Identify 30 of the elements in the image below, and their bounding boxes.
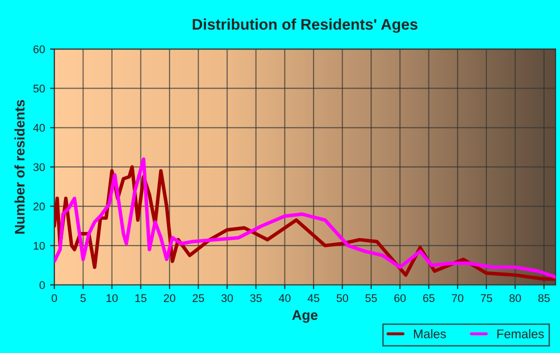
y-tick-label: 60 (34, 45, 45, 54)
x-tick-label: 40 (278, 294, 290, 302)
chart-title: Distribution of Residents' Ages (192, 18, 418, 33)
x-tick-label: 85 (538, 294, 550, 302)
y-tick-label: 10 (34, 242, 45, 250)
x-tick-label: 20 (164, 294, 176, 302)
legend-label: Males (414, 329, 446, 338)
y-tick-label: 30 (33, 163, 45, 172)
x-tick-label: 15 (135, 294, 146, 302)
x-tick-label: 35 (250, 294, 262, 302)
x-axis-title: Age (292, 310, 318, 323)
x-tick-label: 70 (452, 294, 464, 302)
y-tick-label: 50 (33, 84, 45, 93)
x-tick-label: 65 (423, 294, 434, 302)
x-tick-label: 25 (192, 294, 204, 302)
x-tick-label: 80 (509, 294, 521, 302)
y-axis-title: Number of residents (14, 100, 25, 234)
y-tick-label: 40 (33, 124, 45, 132)
legend-label: Females (497, 329, 544, 338)
y-tick-label: 20 (33, 202, 45, 210)
y-tick-label: 0 (40, 281, 45, 290)
x-tick-label: 60 (394, 294, 406, 302)
x-tick-label: 5 (80, 294, 86, 302)
x-tick-label: 30 (221, 294, 233, 302)
x-tick-label: 0 (52, 294, 57, 302)
x-tick-label: 55 (365, 294, 377, 302)
x-tick-label: 50 (336, 294, 348, 302)
x-tick-label: 10 (106, 294, 118, 302)
x-tick-label: 75 (480, 294, 492, 302)
x-tick-label: 45 (308, 294, 320, 302)
